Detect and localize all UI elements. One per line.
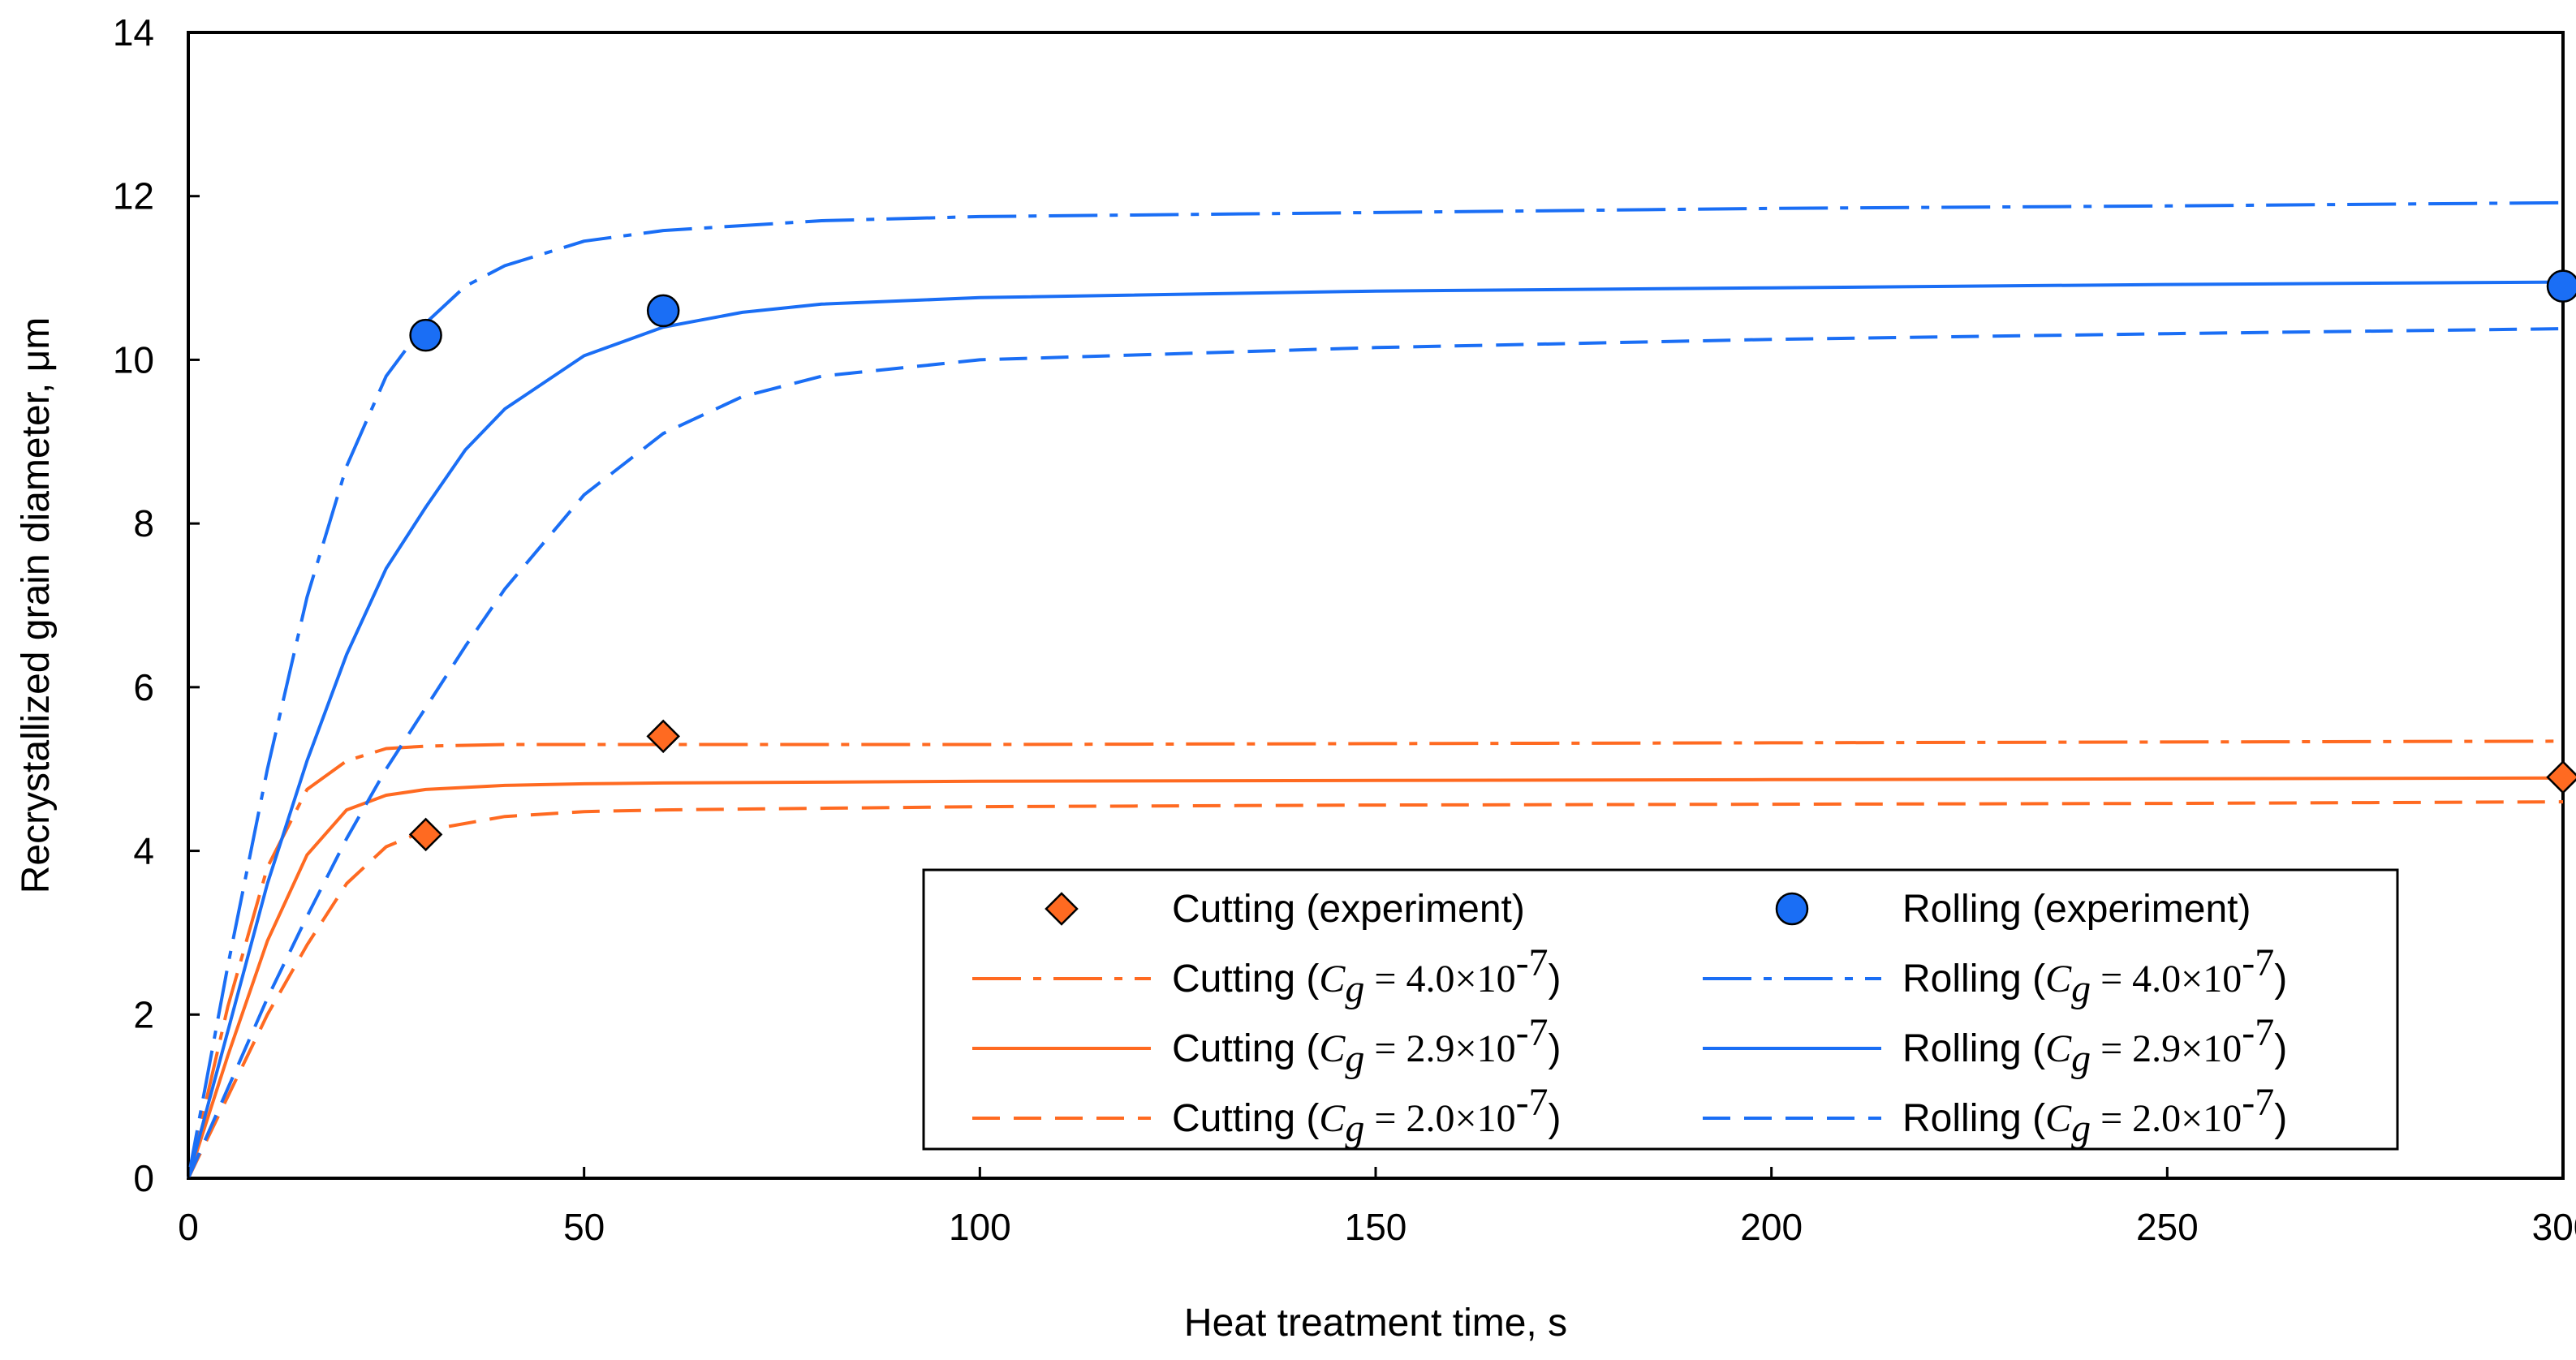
legend-text-param: C	[1319, 1097, 1346, 1140]
legend-text-exp: -7	[2242, 1081, 2274, 1124]
y-tick-label: 0	[133, 1157, 154, 1199]
data-point-roll_exp	[409, 318, 442, 352]
y-tick-label: 2	[133, 993, 154, 1035]
legend-label-cut_2: Cutting (Cg = 2.0×10-7)	[1172, 1081, 1562, 1150]
x-tick-label: 0	[178, 1206, 199, 1248]
legend-box	[922, 868, 2399, 1151]
legend-text-value: = 2.9×10	[1364, 1027, 1515, 1070]
legend-text-param: C	[1319, 1027, 1346, 1070]
legend-text-param: C	[1319, 958, 1346, 1001]
legend-text-exp: -7	[2242, 941, 2274, 984]
legend-label-cut_exp: Cutting (experiment)	[1172, 888, 1525, 931]
x-tick-label: 50	[563, 1206, 605, 1248]
y-tick-label: 8	[133, 502, 154, 544]
legend-label-roll_29: Rolling (Cg = 2.9×10-7)	[1902, 1011, 2287, 1080]
data-point-cut_exp	[2546, 760, 2576, 794]
legend-text-label: Cutting (experiment)	[1172, 888, 1525, 931]
legend-text-exp: -7	[2242, 1011, 2274, 1054]
ticks-group: 0 50 100 150 200 250 300 0 2 4 6 8 10 12 14	[113, 11, 2576, 1248]
series-line-roll_4	[187, 200, 2564, 1179]
legend-text-label: Cutting (	[1172, 1097, 1319, 1140]
legend-text-label: Rolling (	[1902, 1027, 2045, 1070]
legend-text-exp: -7	[1516, 1011, 1549, 1054]
y-tick-label: 12	[113, 175, 154, 217]
x-tick-label: 150	[1345, 1206, 1407, 1248]
legend-text-label: Cutting (	[1172, 958, 1319, 1001]
data-point-roll_exp	[2546, 269, 2576, 303]
legend-label-cut_29: Cutting (Cg = 2.9×10-7)	[1172, 1011, 1562, 1080]
legend-text-close: )	[1549, 958, 1562, 1001]
legend-text-sub: g	[2071, 967, 2091, 1010]
y-tick-label: 4	[133, 830, 154, 872]
legend-text-sub: g	[1345, 967, 1364, 1010]
legend-text-param: C	[2045, 1027, 2072, 1070]
legend-label-roll_4: Rolling (Cg = 4.0×10-7)	[1902, 941, 2287, 1010]
x-tick-label: 250	[2136, 1206, 2199, 1248]
series-line-cut_4	[187, 739, 2564, 1179]
legend-text-label: Cutting (	[1172, 1027, 1319, 1070]
legend-text-value: = 4.0×10	[1364, 958, 1515, 1001]
series-line-roll_29	[187, 280, 2564, 1179]
legend-text-close: )	[2274, 1097, 2287, 1140]
series-line-cut_2	[187, 800, 2564, 1179]
legend-text-sub: g	[1345, 1107, 1364, 1150]
legend-text-sub: g	[1345, 1037, 1364, 1080]
y-tick-label: 10	[113, 338, 154, 381]
series-line-cut_29	[187, 776, 2564, 1179]
data-point-cut_exp	[646, 719, 680, 754]
legend-text-close: )	[2274, 1027, 2287, 1070]
y-tick-label: 6	[133, 666, 154, 708]
legend-text-close: )	[2274, 958, 2287, 1001]
legend-text-value: = 2.0×10	[2091, 1097, 2242, 1140]
legend-text-param: C	[2045, 958, 2072, 1001]
legend: Cutting (experiment)Cutting (Cg = 4.0×10…	[922, 868, 2399, 1151]
legend-text-exp: -7	[1516, 941, 1549, 984]
y-tick-label: 14	[113, 11, 154, 54]
data-point-cut_exp	[408, 817, 443, 852]
legend-text-param: C	[2045, 1097, 2072, 1140]
legend-label-roll_exp: Rolling (experiment)	[1902, 888, 2251, 931]
data-point-roll_exp	[646, 294, 680, 328]
legend-text-close: )	[1549, 1027, 1562, 1070]
x-tick-label: 200	[1740, 1206, 1803, 1248]
legend-label-roll_2: Rolling (Cg = 2.0×10-7)	[1902, 1081, 2287, 1150]
legend-marker-cut_exp	[1045, 892, 1079, 926]
legend-text-close: )	[1549, 1097, 1562, 1140]
x-tick-label: 300	[2532, 1206, 2576, 1248]
legend-text-sub: g	[2071, 1107, 2091, 1150]
legend-label-cut_4: Cutting (Cg = 4.0×10-7)	[1172, 941, 1562, 1010]
legend-marker-roll_exp	[1775, 892, 1809, 926]
legend-text-label: Rolling (	[1902, 1097, 2045, 1140]
x-axis-title: Heat treatment time, s	[1184, 1302, 1567, 1345]
legend-text-value: = 2.9×10	[2091, 1027, 2242, 1070]
legend-text-label: Rolling (experiment)	[1902, 888, 2251, 931]
legend-text-label: Rolling (	[1902, 958, 2045, 1001]
legend-text-exp: -7	[1516, 1081, 1549, 1124]
y-axis-title: Recrystallized grain diameter, μm	[15, 317, 58, 894]
legend-text-value: = 4.0×10	[2091, 958, 2242, 1001]
x-tick-label: 100	[949, 1206, 1011, 1248]
series-line-roll_2	[187, 327, 2564, 1179]
legend-text-value: = 2.0×10	[1364, 1097, 1515, 1140]
legend-text-sub: g	[2071, 1037, 2091, 1080]
series-group	[187, 200, 2576, 1179]
